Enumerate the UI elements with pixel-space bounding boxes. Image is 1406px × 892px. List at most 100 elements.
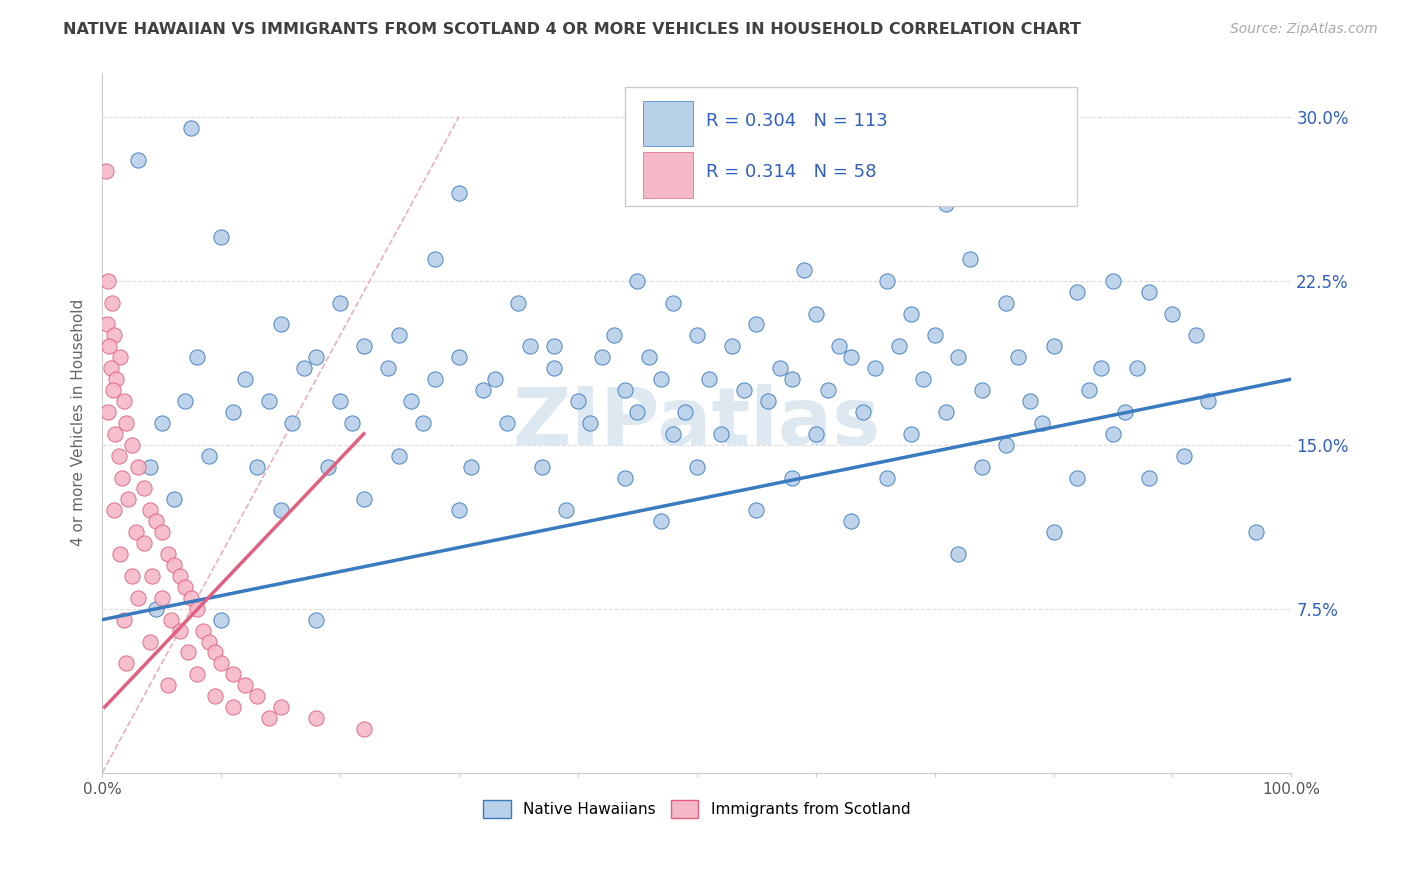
Point bbox=[1173, 449, 1195, 463]
Point bbox=[876, 470, 898, 484]
Point bbox=[959, 252, 981, 266]
Point bbox=[733, 383, 755, 397]
Point bbox=[567, 394, 589, 409]
Point bbox=[105, 372, 128, 386]
Point bbox=[222, 667, 245, 681]
Point bbox=[1161, 306, 1184, 320]
Point bbox=[198, 449, 221, 463]
Text: R = 0.314   N = 58: R = 0.314 N = 58 bbox=[706, 163, 877, 181]
Point bbox=[222, 700, 245, 714]
Point bbox=[626, 405, 648, 419]
Point bbox=[329, 295, 352, 310]
Point bbox=[745, 503, 768, 517]
Point bbox=[169, 624, 191, 638]
Point bbox=[316, 459, 339, 474]
Point bbox=[186, 601, 208, 615]
Point bbox=[108, 449, 131, 463]
Point bbox=[447, 186, 470, 201]
Point bbox=[1137, 470, 1160, 484]
Point bbox=[994, 295, 1017, 310]
Point bbox=[780, 372, 803, 386]
Point bbox=[578, 416, 600, 430]
Point bbox=[1042, 525, 1064, 540]
Point bbox=[650, 372, 672, 386]
Point bbox=[270, 700, 292, 714]
Point bbox=[246, 459, 269, 474]
Point bbox=[97, 405, 120, 419]
Point bbox=[162, 558, 184, 572]
Point bbox=[425, 372, 447, 386]
Point bbox=[614, 470, 637, 484]
Point bbox=[709, 175, 731, 189]
Point bbox=[709, 426, 731, 441]
Point bbox=[127, 459, 149, 474]
Point bbox=[543, 361, 565, 376]
Point bbox=[156, 678, 179, 692]
Point bbox=[305, 711, 328, 725]
Point bbox=[233, 372, 256, 386]
Point bbox=[495, 416, 517, 430]
Point bbox=[160, 613, 183, 627]
Point bbox=[132, 482, 155, 496]
Point bbox=[377, 361, 399, 376]
Point bbox=[626, 274, 648, 288]
Text: ZIPatlas: ZIPatlas bbox=[513, 384, 882, 462]
Point bbox=[721, 339, 744, 353]
Point bbox=[388, 328, 411, 343]
Point bbox=[1125, 361, 1147, 376]
Point bbox=[817, 383, 839, 397]
Point bbox=[100, 361, 122, 376]
Point bbox=[115, 657, 138, 671]
Point bbox=[145, 601, 167, 615]
Point bbox=[662, 295, 685, 310]
Point bbox=[804, 306, 827, 320]
Point bbox=[127, 153, 149, 168]
FancyBboxPatch shape bbox=[644, 152, 693, 197]
Point bbox=[447, 503, 470, 517]
Point bbox=[686, 459, 709, 474]
Point bbox=[555, 503, 578, 517]
Point bbox=[329, 394, 352, 409]
Point bbox=[948, 351, 970, 365]
Point bbox=[186, 351, 208, 365]
Point bbox=[1244, 525, 1267, 540]
Point bbox=[924, 328, 946, 343]
Point bbox=[209, 613, 232, 627]
Point bbox=[471, 383, 494, 397]
Point bbox=[972, 459, 994, 474]
Point bbox=[447, 351, 470, 365]
Legend: Native Hawaiians, Immigrants from Scotland: Native Hawaiians, Immigrants from Scotla… bbox=[477, 794, 917, 824]
Point bbox=[174, 394, 197, 409]
Point bbox=[132, 536, 155, 550]
Point bbox=[591, 351, 613, 365]
Point bbox=[638, 351, 661, 365]
Point bbox=[401, 394, 423, 409]
Point bbox=[460, 459, 482, 474]
Point bbox=[780, 470, 803, 484]
Point bbox=[841, 351, 863, 365]
Point bbox=[174, 580, 197, 594]
Point bbox=[103, 503, 125, 517]
Point bbox=[793, 262, 815, 277]
Point bbox=[94, 164, 117, 178]
Point bbox=[139, 459, 162, 474]
Point bbox=[141, 569, 163, 583]
Point bbox=[112, 394, 135, 409]
Point bbox=[1066, 470, 1088, 484]
Point bbox=[425, 252, 447, 266]
Point bbox=[804, 426, 827, 441]
Point bbox=[115, 416, 138, 430]
Point bbox=[531, 459, 554, 474]
Point bbox=[1185, 328, 1208, 343]
Point bbox=[1137, 285, 1160, 299]
Y-axis label: 4 or more Vehicles in Household: 4 or more Vehicles in Household bbox=[72, 299, 86, 547]
Point bbox=[353, 339, 375, 353]
Point bbox=[305, 613, 328, 627]
Point bbox=[156, 547, 179, 561]
Point bbox=[900, 426, 922, 441]
Point bbox=[887, 339, 910, 353]
Point bbox=[104, 426, 127, 441]
Point bbox=[209, 230, 232, 244]
Point bbox=[204, 689, 226, 703]
Point bbox=[209, 657, 232, 671]
